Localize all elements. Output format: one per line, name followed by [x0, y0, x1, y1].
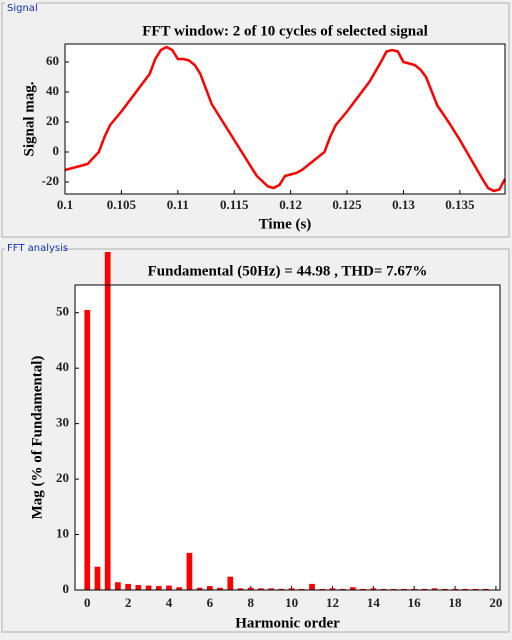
- x-tick-label: 2: [125, 595, 132, 610]
- y-tick-label: 20: [56, 470, 69, 485]
- plot-area: [75, 285, 500, 590]
- y-axis-label: Signal mag.: [21, 81, 37, 156]
- chart-title: Fundamental (50Hz) = 44.98 , THD= 7.67%: [148, 263, 428, 279]
- bar: [288, 588, 295, 590]
- x-tick-label: 18: [449, 595, 463, 610]
- panel-label: FFT analysis: [7, 243, 68, 254]
- x-tick-label: 6: [207, 595, 214, 610]
- x-tick-label: 0.105: [107, 197, 137, 212]
- x-tick-label: 20: [489, 595, 502, 610]
- bar: [319, 588, 326, 590]
- bar: [166, 585, 172, 590]
- bar: [155, 586, 162, 590]
- bar: [237, 588, 244, 590]
- x-tick-label: 16: [408, 595, 422, 610]
- y-tick-label: 60: [46, 53, 59, 68]
- bar: [115, 582, 121, 590]
- x-axis-label: Time (s): [259, 216, 312, 232]
- y-tick-label: 30: [56, 415, 69, 430]
- bar: [298, 588, 305, 590]
- bar: [196, 587, 203, 590]
- bar: [125, 583, 131, 590]
- label-bg: [5, 242, 63, 254]
- bar: [206, 586, 213, 590]
- x-tick-label: 4: [166, 595, 173, 610]
- signal-line: [64, 45, 507, 193]
- x-tick-label: 10: [285, 595, 298, 610]
- y-tick-label: 10: [56, 526, 69, 541]
- bar: [360, 588, 366, 590]
- x-tick-label: 0.135: [445, 197, 475, 212]
- chart-title: FFT window: 2 of 10 cycles of selected s…: [142, 23, 428, 39]
- x-tick-label: 0.1: [57, 197, 73, 212]
- bar: [431, 588, 438, 590]
- y-tick-label: 50: [56, 304, 69, 319]
- bar: [370, 588, 377, 590]
- bar: [390, 588, 397, 590]
- bar: [421, 588, 428, 590]
- bar: [329, 588, 336, 590]
- bar: [247, 587, 254, 590]
- bar: [176, 587, 183, 590]
- y-axis-label: Mag (% of Fundamental): [29, 356, 45, 520]
- bar: [309, 583, 315, 590]
- bar: [94, 566, 101, 590]
- bar: [135, 585, 142, 590]
- bar: [227, 576, 234, 590]
- bar: [186, 552, 193, 590]
- x-tick-label: 0.125: [332, 197, 362, 212]
- bar: [472, 588, 479, 590]
- x-tick-label: 0.11: [167, 197, 189, 212]
- bar: [411, 588, 418, 590]
- y-tick-label: 40: [46, 83, 59, 98]
- bar: [380, 588, 387, 590]
- plot-area: [65, 44, 505, 194]
- x-tick-label: 8: [247, 595, 254, 610]
- y-tick-label: 0: [53, 143, 60, 158]
- x-tick-label: 14: [367, 595, 381, 610]
- bar: [258, 588, 264, 590]
- bar: [84, 309, 91, 590]
- panel-label: Signal: [7, 3, 38, 14]
- x-tick-label: 0: [84, 595, 91, 610]
- axes-box: [74, 284, 501, 591]
- bar: [452, 588, 458, 590]
- label-bg: [5, 1, 37, 13]
- bar: [104, 252, 111, 591]
- bar: [401, 588, 407, 590]
- bar: [462, 588, 469, 590]
- x-tick-label: 0.12: [279, 197, 302, 212]
- bar: [339, 588, 346, 590]
- x-tick-label: 12: [326, 595, 339, 610]
- bar: [482, 588, 489, 590]
- bar: [145, 585, 152, 590]
- x-tick-label: 0.13: [392, 197, 415, 212]
- bar: [217, 587, 223, 590]
- y-tick-label: -20: [42, 173, 59, 188]
- y-tick-label: 40: [56, 359, 69, 374]
- axes-box: [64, 43, 506, 195]
- bar: [268, 588, 275, 590]
- bar: [441, 588, 448, 590]
- x-axis-label: Harmonic order: [235, 615, 340, 631]
- bar: [278, 588, 285, 590]
- y-tick-label: 20: [46, 113, 59, 128]
- x-tick-label: 0.115: [220, 197, 249, 212]
- y-tick-label: 0: [63, 581, 70, 596]
- bar: [350, 587, 356, 590]
